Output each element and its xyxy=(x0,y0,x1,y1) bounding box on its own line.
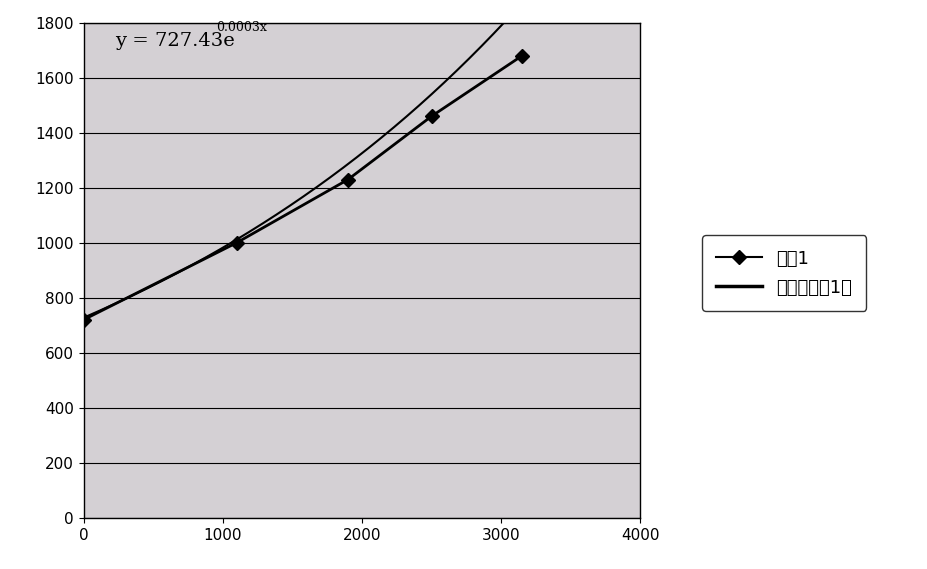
Text: 0.0003x: 0.0003x xyxy=(215,20,266,34)
Text: y = 727.43e: y = 727.43e xyxy=(115,32,235,50)
Legend: 系列1, 指数（系列1）: 系列1, 指数（系列1） xyxy=(701,235,866,311)
